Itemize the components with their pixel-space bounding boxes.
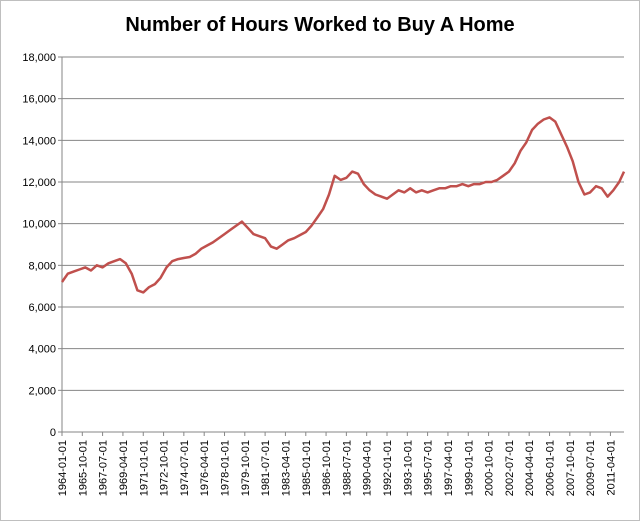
x-tick-label: 1978-01-01 [220,440,232,496]
x-tick-label: 1969-04-01 [118,440,130,496]
x-tick-label: 1972-10-01 [159,440,171,496]
x-tick-label: 1990-04-01 [362,440,374,496]
y-tick-label: 0 [50,427,56,439]
y-tick-label: 2,000 [28,385,56,397]
x-tick-label: 1983-04-01 [280,440,292,496]
x-tick-label: 1997-04-01 [443,440,455,496]
y-tick-label: 16,000 [22,94,56,106]
x-tick-label: 1971-01-01 [138,440,150,496]
x-tick-label: 1964-01-01 [57,440,69,496]
y-tick-label: 10,000 [22,219,56,231]
y-tick-label: 8,000 [28,260,56,272]
chart-title: Number of Hours Worked to Buy A Home [125,14,515,36]
x-tick-label: 1974-07-01 [179,440,191,496]
y-tick-label: 4,000 [28,344,56,356]
x-tick-label: 1986-10-01 [321,440,333,496]
y-tick-label: 14,000 [22,135,56,147]
series-line [60,116,626,294]
x-tick-label: 1985-01-01 [301,440,313,496]
x-tick-label: 1992-01-01 [382,440,394,496]
x-tick-label: 2004-04-01 [524,440,536,496]
x-tick-label: 2002-07-01 [504,440,516,496]
x-tick-label: 1995-07-01 [423,440,435,496]
y-tick-label: 6,000 [28,302,56,314]
x-tick-label: 1976-04-01 [199,440,211,496]
x-tick-label: 2006-01-01 [545,440,557,496]
x-tick-label: 1967-07-01 [98,440,110,496]
x-tick-label: 1999-01-01 [463,440,475,496]
x-tick-label: 2009-07-01 [585,440,597,496]
x-tick-label: 1965-10-01 [77,440,89,496]
y-tick-label: 12,000 [22,177,56,189]
y-tick-label: 18,000 [22,52,56,64]
x-tick-label: 1988-07-01 [341,440,353,496]
x-tick-label: 2007-10-01 [565,440,577,496]
x-tick-label: 1993-10-01 [402,440,414,496]
x-tick-label: 1979-10-01 [240,440,252,496]
x-tick-label: 1981-07-01 [260,440,272,496]
x-tick-label: 2011-04-01 [605,440,617,495]
x-tick-label: 2000-10-01 [484,440,496,496]
